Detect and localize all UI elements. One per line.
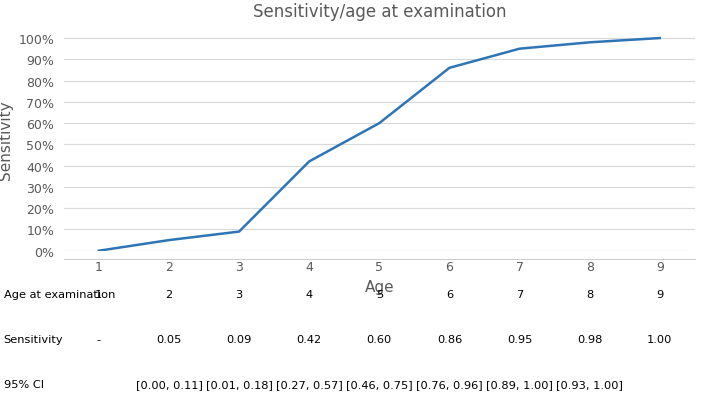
Title: Sensitivity/age at examination: Sensitivity/age at examination [252,3,506,21]
Text: Age at examination: Age at examination [4,290,115,300]
Text: 5: 5 [376,290,383,300]
Text: 0.86: 0.86 [437,334,462,344]
Text: Sensitivity: Sensitivity [4,334,63,344]
Text: [0.01, 0.18]: [0.01, 0.18] [206,379,272,389]
Text: 0.60: 0.60 [367,334,392,344]
Text: 9: 9 [656,290,664,300]
Y-axis label: Sensitivity: Sensitivity [0,100,13,179]
Text: 0.95: 0.95 [507,334,532,344]
Text: [0.89, 1.00]: [0.89, 1.00] [486,379,553,389]
Text: 7: 7 [516,290,523,300]
Text: [0.00, 0.11]: [0.00, 0.11] [135,379,202,389]
Text: 0.42: 0.42 [296,334,322,344]
Text: [0.76, 0.96]: [0.76, 0.96] [416,379,483,389]
Text: [0.46, 0.75]: [0.46, 0.75] [346,379,413,389]
Text: 3: 3 [235,290,242,300]
X-axis label: Age: Age [364,279,394,294]
Text: 1: 1 [95,290,103,300]
Text: [0.27, 0.57]: [0.27, 0.57] [276,379,342,389]
Text: 0.09: 0.09 [226,334,252,344]
Text: 1.00: 1.00 [647,334,672,344]
Text: [0.93, 1.00]: [0.93, 1.00] [557,379,623,389]
Text: 6: 6 [446,290,453,300]
Text: 0.98: 0.98 [577,334,603,344]
Text: 2: 2 [165,290,172,300]
Text: 95% CI: 95% CI [4,379,44,389]
Text: 8: 8 [586,290,593,300]
Text: -: - [97,334,101,344]
Text: 4: 4 [306,290,313,300]
Text: 0.05: 0.05 [156,334,182,344]
